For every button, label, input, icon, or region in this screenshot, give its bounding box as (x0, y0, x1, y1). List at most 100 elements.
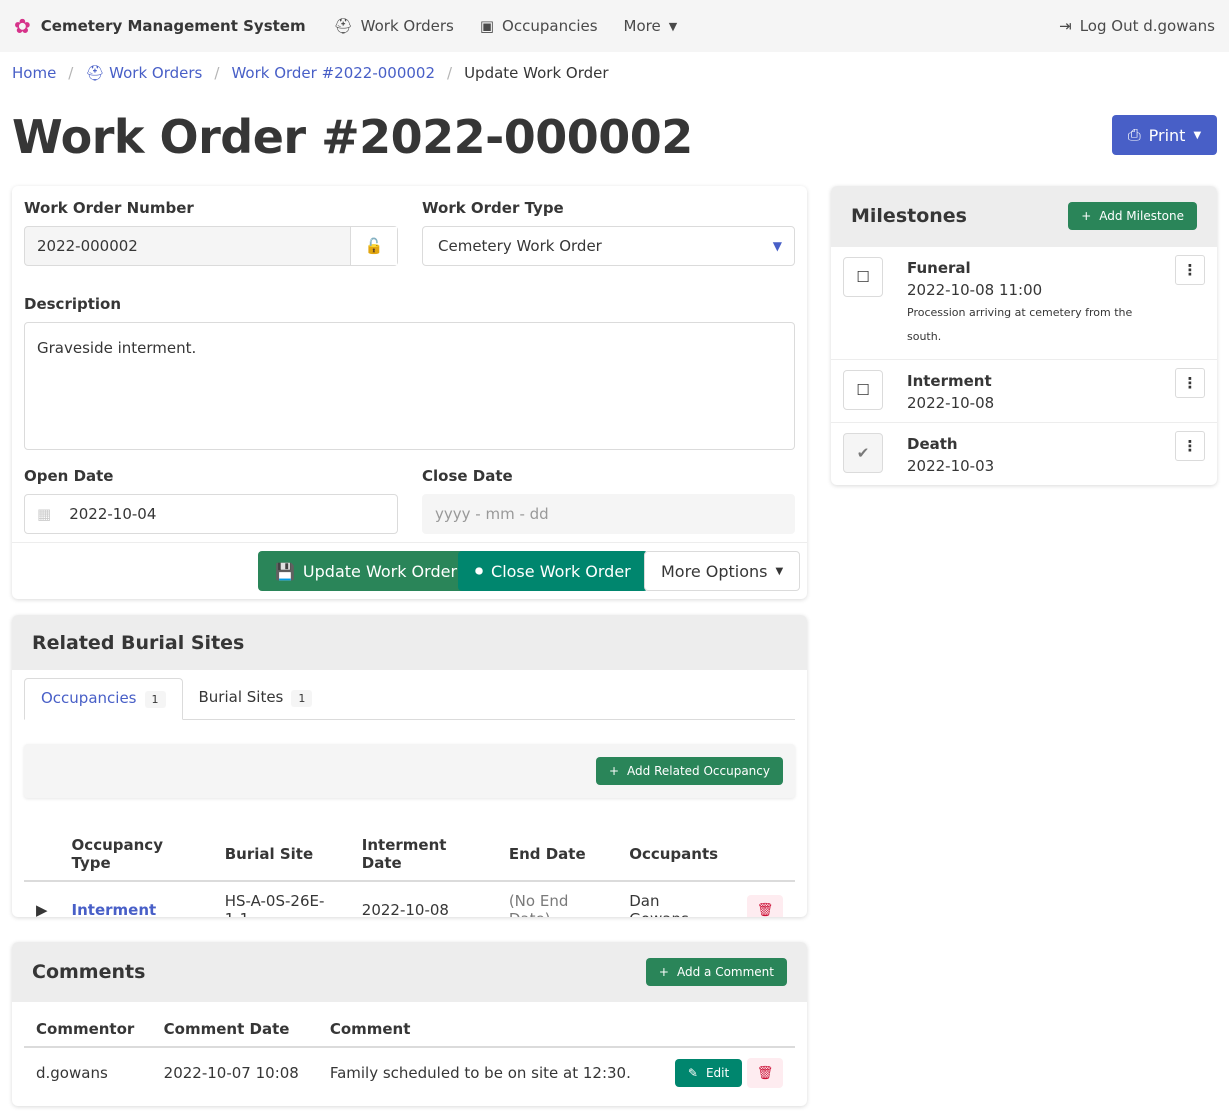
add-milestone-button[interactable]: + Add Milestone (1068, 202, 1197, 230)
chevron-down-icon: ▼ (772, 239, 782, 253)
description-value: Graveside interment. (37, 339, 197, 357)
navbar: ✿ Cemetery Management System ⛑ Work Orders… (0, 0, 1229, 52)
nav-label: More (623, 17, 661, 35)
crumb-label: Work Orders (109, 64, 203, 82)
tab-label: Burial Sites (198, 688, 284, 706)
interment-date: 2022-10-08 (361, 901, 449, 917)
close-date-placeholder: yyyy - mm - dd (435, 505, 549, 523)
tab-burial-sites[interactable]: Burial Sites 1 (183, 678, 329, 719)
commentor: d.gowans (36, 1064, 108, 1082)
type-label: Work Order Type (422, 199, 564, 217)
end-date: (No End Date) (508, 892, 569, 917)
milestone-title: Interment (907, 372, 992, 390)
tulip-logo-icon: ✿ (14, 14, 31, 38)
work-order-form: Work Order Number 2022-000002 🔓 Work Orde… (12, 186, 807, 599)
unlock-icon[interactable]: 🔓 (350, 227, 397, 265)
update-work-order-button[interactable]: 💾 Update Work Order (258, 551, 475, 591)
milestones-panel: Milestones + Add Milestone ☐ Funeral 2022… (831, 186, 1217, 485)
printer-icon: ⎙ (1127, 125, 1141, 144)
column-header: Occupancy Type (59, 828, 213, 882)
breadcrumb: Home / ⛑ Work Orders / Work Order #2022-00… (12, 64, 609, 82)
milestone-date: 2022-10-03 (907, 457, 995, 475)
nav-label: Work Orders (360, 17, 454, 35)
brand[interactable]: ✿ Cemetery Management System (14, 14, 306, 38)
button-label: Add a Comment (676, 965, 774, 979)
table-row: ▶ Interment HS-A-0S-26E-1-1 2022-10-08 (No E… (24, 881, 795, 917)
checkbox-icon[interactable]: ☐ (843, 257, 883, 297)
button-label: Edit (705, 1065, 730, 1080)
button-label: More Options (661, 561, 768, 581)
hard-hat-icon: ⛑ (85, 64, 110, 82)
column-header: Interment Date (349, 828, 497, 882)
nav-occupancies[interactable]: ▣ Occupancies (480, 17, 598, 35)
crumb-home[interactable]: Home (12, 64, 57, 82)
crumb-work-order[interactable]: Work Order #2022-000002 (231, 64, 435, 82)
brand-name: Cemetery Management System (40, 17, 306, 35)
open-date-label: Open Date (24, 467, 114, 485)
related-burial-sites-panel: Related Burial Sites Occupancies 1 Burial… (12, 615, 807, 917)
number-field[interactable]: 2022-000002 🔓 (24, 226, 398, 266)
comment-text: Family scheduled to be on site at 12:30. (329, 1064, 631, 1082)
comments-table: Commentor Comment Date Comment d.gowans 202… (24, 1012, 795, 1098)
description-textarea[interactable]: Graveside interment. (24, 322, 795, 450)
caret-down-icon: ▼ (775, 565, 784, 577)
print-label: Print (1148, 125, 1186, 145)
stop-circle-icon: ⏺ (475, 561, 484, 580)
nav-more[interactable]: More ▼ (624, 17, 678, 35)
button-label: Close Work Order (491, 561, 631, 581)
column-header: Burial Site (212, 828, 350, 882)
milestone-title: Death (907, 435, 958, 453)
edit-comment-button[interactable]: ✎ Edit (674, 1058, 743, 1087)
number-value: 2022-000002 (37, 237, 138, 255)
logout-link[interactable]: ⇥ Log Out d.gowans (1059, 17, 1215, 35)
button-label: Add Related Occupancy (627, 764, 770, 778)
column-header: Comment Date (151, 1012, 318, 1048)
logout-icon: ⇥ (1059, 17, 1072, 35)
more-vertical-icon[interactable]: ⋮ (1175, 368, 1205, 398)
calendar-icon: ▦ (37, 505, 52, 523)
burial-site: HS-A-0S-26E-1-1 (224, 892, 325, 917)
occupancy-icon: ▣ (479, 17, 495, 35)
description-label: Description (24, 295, 122, 313)
plus-icon: + (608, 764, 620, 778)
column-header: End Date (496, 828, 618, 882)
close-work-order-button[interactable]: ⏺ Close Work Order (458, 551, 648, 591)
check-icon[interactable]: ✔ (843, 433, 883, 473)
chevron-down-icon: ▼ (668, 19, 678, 33)
print-button[interactable]: ⎙ Print ▼ (1112, 115, 1217, 155)
occupants: Dan Gowans (629, 892, 689, 917)
open-date-field[interactable]: ▦ 2022-10-04 (24, 494, 398, 534)
trash-icon[interactable]: 🗑 (747, 1058, 783, 1088)
milestones-title: Milestones (851, 205, 967, 227)
expand-icon[interactable]: ▶ (36, 901, 48, 917)
crumb-work-orders[interactable]: ⛑ Work Orders (85, 64, 202, 82)
more-vertical-icon[interactable]: ⋮ (1175, 431, 1205, 461)
tab-occupancies[interactable]: Occupancies 1 (24, 678, 183, 720)
milestone-item: ☐ Interment 2022-10-08 ⋮ (831, 359, 1217, 422)
comments-title: Comments (32, 961, 146, 983)
occupancy-link[interactable]: Interment (71, 901, 157, 917)
hard-hat-icon: ⛑ (333, 17, 353, 35)
close-date-label: Close Date (422, 467, 513, 485)
tab-label: Occupancies (41, 689, 137, 707)
pencil-icon: ✎ (687, 1065, 698, 1080)
add-comment-button[interactable]: + Add a Comment (645, 958, 787, 986)
add-related-occupancy-button[interactable]: + Add Related Occupancy (595, 757, 783, 785)
close-date-field[interactable]: yyyy - mm - dd (422, 494, 795, 534)
type-select[interactable]: Cemetery Work Order ▼ (422, 226, 795, 266)
related-title: Related Burial Sites (32, 631, 245, 654)
column-header: Comment (317, 1012, 658, 1048)
milestone-item: ☐ Funeral 2022-10-08 11:00 Procession ar… (831, 246, 1217, 359)
count-badge: 1 (291, 690, 313, 707)
milestone-description: Procession arriving at cemetery from the… (907, 306, 1133, 343)
milestone-item: ✔ Death 2022-10-03 ⋮ (831, 422, 1217, 485)
open-date-value: 2022-10-04 (69, 505, 157, 523)
more-options-button[interactable]: More Options ▼ (644, 551, 801, 591)
more-vertical-icon[interactable]: ⋮ (1175, 255, 1205, 285)
nav-work-orders[interactable]: ⛑ Work Orders (334, 17, 454, 35)
nav-label: Occupancies (502, 17, 598, 35)
trash-icon[interactable]: 🗑 (746, 895, 783, 917)
checkbox-icon[interactable]: ☐ (843, 370, 883, 410)
column-header: Commentor (24, 1012, 152, 1048)
save-icon: 💾 (275, 561, 295, 581)
